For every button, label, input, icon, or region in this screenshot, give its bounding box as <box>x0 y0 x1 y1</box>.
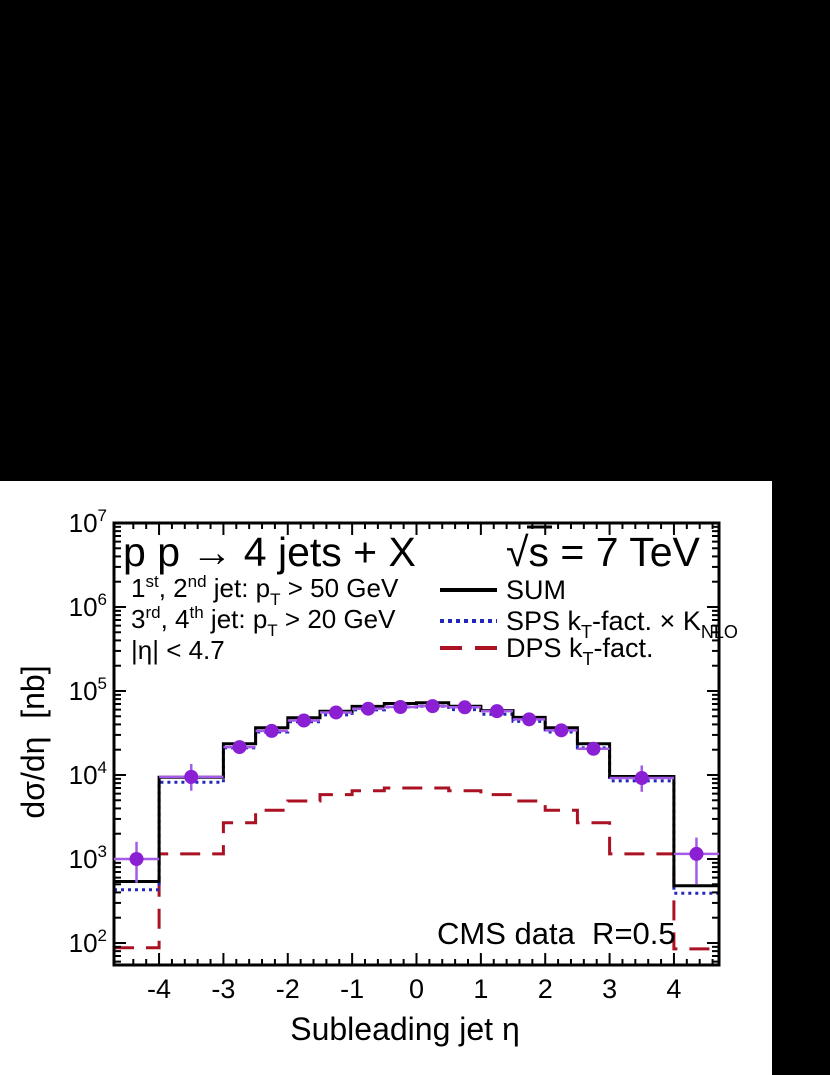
legend-label-sps: SPS kT-fact. × KNLO <box>506 606 738 642</box>
data-point-marker <box>393 699 408 714</box>
x-tick-label: -2 <box>276 974 300 1004</box>
process-title: p p → 4 jets + X <box>123 529 416 575</box>
x-tick-label: 0 <box>409 974 424 1004</box>
x-tick-label: 2 <box>538 974 553 1004</box>
legend-label-sum: SUM <box>506 575 566 605</box>
cut-label-1: 1st, 2nd jet: pT > 50 GeV <box>131 572 399 609</box>
y-tick-label: 103 <box>69 842 107 874</box>
data-point-marker <box>232 740 247 755</box>
energy-value: = 7 TeV <box>549 529 700 575</box>
data-point-marker <box>586 741 601 756</box>
data-point-marker <box>634 771 649 786</box>
y-tick-label: 107 <box>69 506 107 538</box>
series-curve-sum <box>114 701 719 888</box>
data-point-marker <box>425 699 440 714</box>
x-tick-label: 4 <box>666 974 681 1004</box>
data-point-marker <box>184 769 199 784</box>
y-tick-label: 105 <box>69 674 107 706</box>
x-tick-label: 1 <box>473 974 488 1004</box>
x-tick-label: -1 <box>340 974 364 1004</box>
data-point-marker <box>361 701 376 716</box>
cut-label-eta: |η| < 4.7 <box>131 635 225 665</box>
y-tick-label: 102 <box>69 926 107 958</box>
x-axis-title: Subleading jet η <box>290 1011 520 1047</box>
energy-title: √s = 7 TeV <box>506 529 700 575</box>
y-axis-title: dσ/dη [nb] <box>15 665 51 818</box>
x-tick-label: 3 <box>602 974 617 1004</box>
x-tick-label: -4 <box>147 974 171 1004</box>
data-point-marker <box>329 705 344 720</box>
data-point-marker <box>264 723 279 738</box>
y-tick-label: 106 <box>69 590 107 622</box>
data-point-marker <box>689 846 704 861</box>
data-point-marker <box>554 723 569 738</box>
y-tick-label: 104 <box>69 758 107 790</box>
series-curve-dps <box>114 786 719 951</box>
cut-label-2: 3rd, 4th jet: pT > 20 GeV <box>131 603 396 640</box>
sqrt-s: s <box>529 529 550 575</box>
data-point-marker <box>522 712 537 727</box>
data-point-marker <box>296 713 311 728</box>
data-point-marker <box>457 700 472 715</box>
data-points-layer <box>114 699 719 885</box>
sqrt-radical: √ <box>506 529 529 575</box>
legend-label-dps: DPS kT-fact. <box>506 633 654 669</box>
data-point-marker <box>129 851 144 866</box>
data-point-marker <box>489 704 504 719</box>
legend: SUM SPS kT-fact. × KNLO DPS kT-fact. <box>440 575 738 669</box>
axis-ticks-layer: -4 -3 -2 -1 0 1 2 3 4 102 103 104 105 106 107 <box>69 506 719 1004</box>
x-tick-label: -3 <box>211 974 235 1004</box>
cms-annotation: CMS data R=0.5 <box>437 916 676 951</box>
